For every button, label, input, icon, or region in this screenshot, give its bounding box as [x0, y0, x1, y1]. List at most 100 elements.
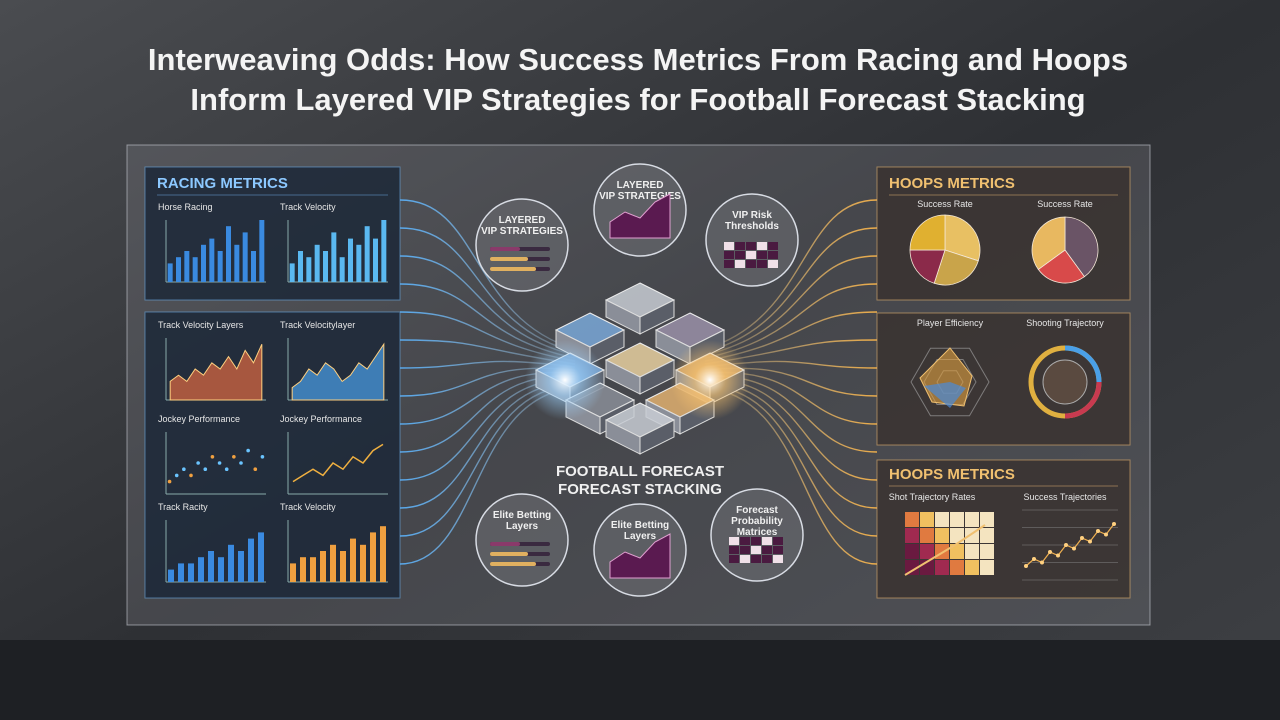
floor [0, 640, 1280, 720]
cell [729, 537, 739, 545]
cell [762, 537, 772, 545]
bar [208, 551, 214, 582]
bar [306, 257, 312, 282]
bar [289, 263, 295, 282]
point [253, 467, 258, 472]
flow-line [399, 227, 576, 353]
bar [167, 263, 173, 282]
heat-cell [965, 560, 979, 575]
flow-line [399, 199, 576, 350]
cube-right [639, 299, 675, 335]
area [291, 342, 385, 401]
left-heading: RACING METRICS [157, 175, 288, 192]
area [169, 343, 263, 401]
bar [330, 544, 336, 582]
cell [740, 546, 750, 554]
bar [298, 251, 303, 282]
slider-fill [490, 267, 536, 271]
point [1056, 553, 1060, 558]
radar-shape [924, 382, 966, 408]
flow-lines [399, 199, 878, 565]
slider-fill [490, 552, 528, 556]
glow [670, 340, 750, 420]
center-circle [705, 193, 799, 287]
cell [735, 242, 745, 250]
bar [364, 226, 370, 282]
bar [300, 557, 306, 582]
bar [320, 551, 326, 582]
chart-title: Success Rate [1037, 199, 1093, 209]
right-box [876, 459, 1131, 599]
bar [290, 563, 296, 582]
right-heading: HOOPS METRICS [889, 175, 1015, 192]
chart-title: Track Velocitylayer [280, 320, 355, 330]
point [1072, 546, 1076, 551]
center-circle [475, 493, 569, 587]
heat-cell [920, 528, 934, 543]
point [1064, 543, 1068, 547]
bar [228, 544, 234, 582]
chart-title: Horse Racing [158, 202, 213, 212]
point [260, 455, 265, 459]
bar [168, 569, 174, 582]
bar [178, 563, 184, 582]
bar [242, 232, 248, 282]
point [1080, 536, 1084, 540]
cell [773, 537, 783, 545]
chart-title: Track Velocity [280, 502, 336, 512]
heat-cell [950, 512, 964, 527]
point [174, 473, 179, 478]
point [196, 461, 200, 465]
cell [724, 251, 734, 259]
heat-cell [980, 512, 994, 527]
cell [746, 251, 756, 259]
cell [724, 260, 734, 268]
heat-cell [905, 544, 919, 559]
pie-slice [1064, 216, 1099, 278]
center-circle [475, 198, 569, 292]
point [203, 467, 208, 472]
circle-label: Matrices [737, 527, 778, 538]
right-box [876, 312, 1131, 446]
circle-label: Layers [506, 521, 539, 532]
bar [217, 251, 223, 282]
flow-line [704, 283, 878, 359]
pie-slice [1037, 249, 1085, 284]
cell [762, 546, 772, 554]
line [292, 443, 384, 483]
heat-cell [965, 544, 979, 559]
circle-label: LAYERED [499, 215, 546, 226]
cell [746, 260, 756, 268]
center-circle [593, 503, 687, 597]
bar [381, 220, 387, 282]
donut-inner [1042, 359, 1088, 405]
point [1032, 557, 1036, 561]
bar [360, 544, 366, 582]
cell [729, 555, 739, 563]
point [1096, 529, 1100, 533]
point [217, 461, 222, 465]
flow-line [704, 227, 878, 353]
bar [218, 557, 224, 582]
center-caption: FOOTBALL FORECAST [556, 463, 724, 480]
circle-label: Probability [731, 516, 783, 527]
cell [773, 546, 783, 554]
glow [525, 340, 605, 420]
circle-label: LAYERED [617, 180, 664, 191]
circle-label: VIP STRATEGIES [481, 226, 563, 237]
heat-cell [905, 528, 919, 543]
cell [768, 251, 778, 259]
chart-title: Jockey Performance [280, 414, 362, 424]
cell [768, 260, 778, 268]
chart-title: Shot Trajectory Rates [889, 492, 976, 502]
point [224, 467, 229, 472]
point [1048, 550, 1052, 554]
slider-fill [490, 247, 520, 251]
cell [762, 555, 772, 563]
point [182, 467, 186, 472]
bar [348, 238, 353, 282]
cell [768, 242, 778, 250]
bar [248, 538, 254, 582]
bar [310, 557, 316, 582]
cube-cluster [525, 282, 750, 455]
